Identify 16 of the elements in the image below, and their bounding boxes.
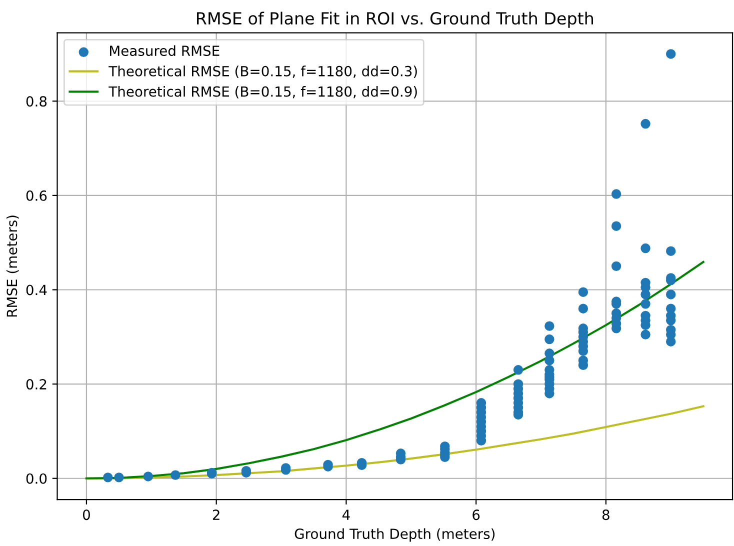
- x-tick-label: 8: [602, 510, 610, 520]
- y-tick-label: 0.0: [26, 473, 47, 484]
- x-tick-label: 2: [212, 510, 220, 520]
- x-axis-title: Ground Truth Depth (meters): [294, 528, 495, 542]
- y-tick-label: 0.6: [26, 190, 47, 201]
- x-tick-label: 4: [342, 510, 350, 520]
- legend-label: Theoretical RMSE (B=0.15, f=1180, dd=0.9): [108, 86, 417, 98]
- y-tick-label: 0.8: [26, 96, 47, 107]
- legend-label: Measured RMSE: [110, 45, 220, 56]
- x-tick-label: 0: [82, 510, 90, 520]
- x-tick-label: 6: [472, 510, 480, 520]
- y-tick-label: 0.2: [26, 379, 46, 390]
- legend-label: Theoretical RMSE (B=0.15, f=1180, dd=0.3): [108, 66, 417, 78]
- y-axis-title: RMSE (meters): [6, 216, 19, 317]
- chart-title: RMSE of Plane Fit in ROI vs. Ground Truth Depth: [197, 12, 593, 28]
- y-tick-label: 0.4: [26, 284, 47, 296]
